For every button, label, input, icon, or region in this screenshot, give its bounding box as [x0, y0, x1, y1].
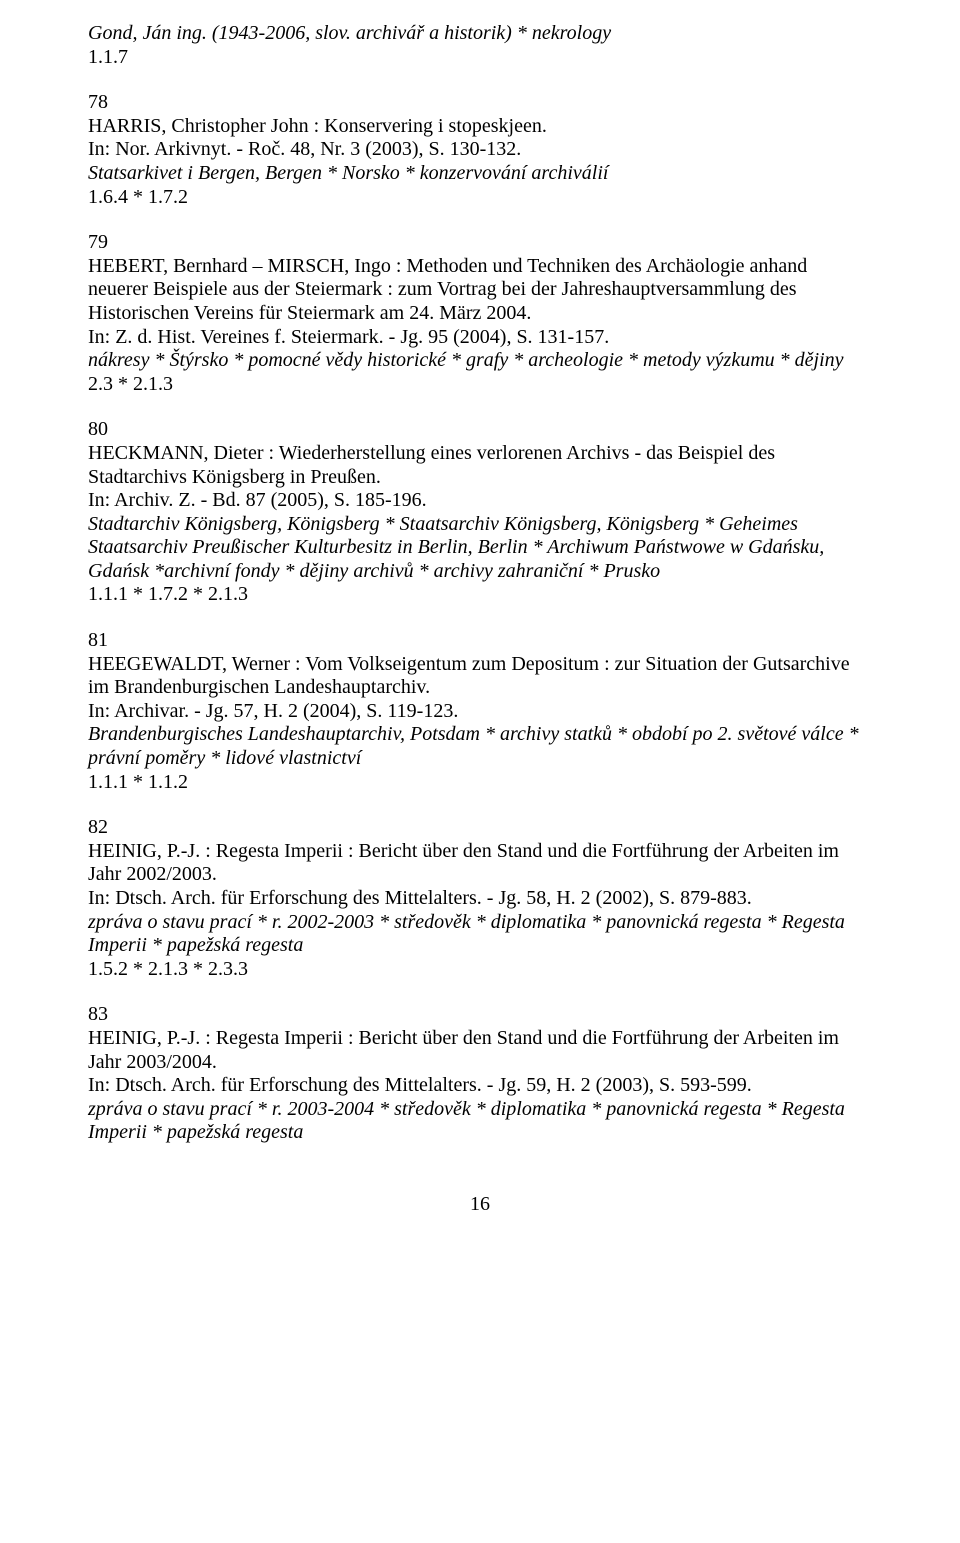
entry-line: HEINIG, P.-J. : Regesta Imperii : Berich… — [88, 840, 872, 887]
page-number: 16 — [88, 1193, 872, 1217]
bibliography-entry: 80HECKMANN, Dieter : Wiederherstellung e… — [88, 418, 872, 607]
entry-line: 83 — [88, 1003, 872, 1027]
entry-line: Gond, Ján ing. (1943-2006, slov. archivá… — [88, 22, 872, 46]
entry-line: In: Nor. Arkivnyt. - Roč. 48, Nr. 3 (200… — [88, 138, 872, 162]
entry-line: HARRIS, Christopher John : Konservering … — [88, 115, 872, 139]
bibliography-entry: 78HARRIS, Christopher John : Konserverin… — [88, 91, 872, 209]
entry-line: Statsarkivet i Bergen, Bergen * Norsko *… — [88, 162, 872, 186]
entry-line: In: Z. d. Hist. Vereines f. Steiermark. … — [88, 326, 872, 350]
entry-line: In: Dtsch. Arch. für Erforschung des Mit… — [88, 887, 872, 911]
entry-line: HEEGEWALDT, Werner : Vom Volkseigentum z… — [88, 653, 872, 700]
bibliography-entry: 82HEINIG, P.-J. : Regesta Imperii : Beri… — [88, 816, 872, 981]
entry-line: 1.1.1 * 1.1.2 — [88, 771, 872, 795]
entry-line: In: Archiv. Z. - Bd. 87 (2005), S. 185-1… — [88, 489, 872, 513]
entry-line: 81 — [88, 629, 872, 653]
entry-line: 1.1.7 — [88, 46, 872, 70]
entry-line: HECKMANN, Dieter : Wiederherstellung ein… — [88, 442, 872, 489]
entry-line: 79 — [88, 231, 872, 255]
entry-line: nákresy * Štýrsko * pomocné vědy histori… — [88, 349, 872, 373]
entry-line: zpráva o stavu prací * r. 2002-2003 * st… — [88, 911, 872, 958]
entry-line: 80 — [88, 418, 872, 442]
entry-line: Brandenburgisches Landeshauptarchiv, Pot… — [88, 723, 872, 770]
bibliography-entry: 81HEEGEWALDT, Werner : Vom Volkseigentum… — [88, 629, 872, 794]
bibliography-entry: 79HEBERT, Bernhard – MIRSCH, Ingo : Meth… — [88, 231, 872, 396]
entry-line: In: Archivar. - Jg. 57, H. 2 (2004), S. … — [88, 700, 872, 724]
entry-line: 2.3 * 2.1.3 — [88, 373, 872, 397]
entry-line: Stadtarchiv Königsberg, Königsberg * Sta… — [88, 513, 872, 584]
entry-line: HEINIG, P.-J. : Regesta Imperii : Berich… — [88, 1027, 872, 1074]
entry-line: 1.6.4 * 1.7.2 — [88, 186, 872, 210]
entry-line: 82 — [88, 816, 872, 840]
entries-list: Gond, Ján ing. (1943-2006, slov. archivá… — [88, 22, 872, 1145]
bibliography-entry: Gond, Ján ing. (1943-2006, slov. archivá… — [88, 22, 872, 69]
entry-line: zpráva o stavu prací * r. 2003-2004 * st… — [88, 1098, 872, 1145]
entry-line: HEBERT, Bernhard – MIRSCH, Ingo : Method… — [88, 255, 872, 326]
entry-line: 1.1.1 * 1.7.2 * 2.1.3 — [88, 583, 872, 607]
entry-line: 78 — [88, 91, 872, 115]
bibliography-entry: 83HEINIG, P.-J. : Regesta Imperii : Beri… — [88, 1003, 872, 1145]
page-container: Gond, Ján ing. (1943-2006, slov. archivá… — [0, 0, 960, 1543]
entry-line: In: Dtsch. Arch. für Erforschung des Mit… — [88, 1074, 872, 1098]
entry-line: 1.5.2 * 2.1.3 * 2.3.3 — [88, 958, 872, 982]
